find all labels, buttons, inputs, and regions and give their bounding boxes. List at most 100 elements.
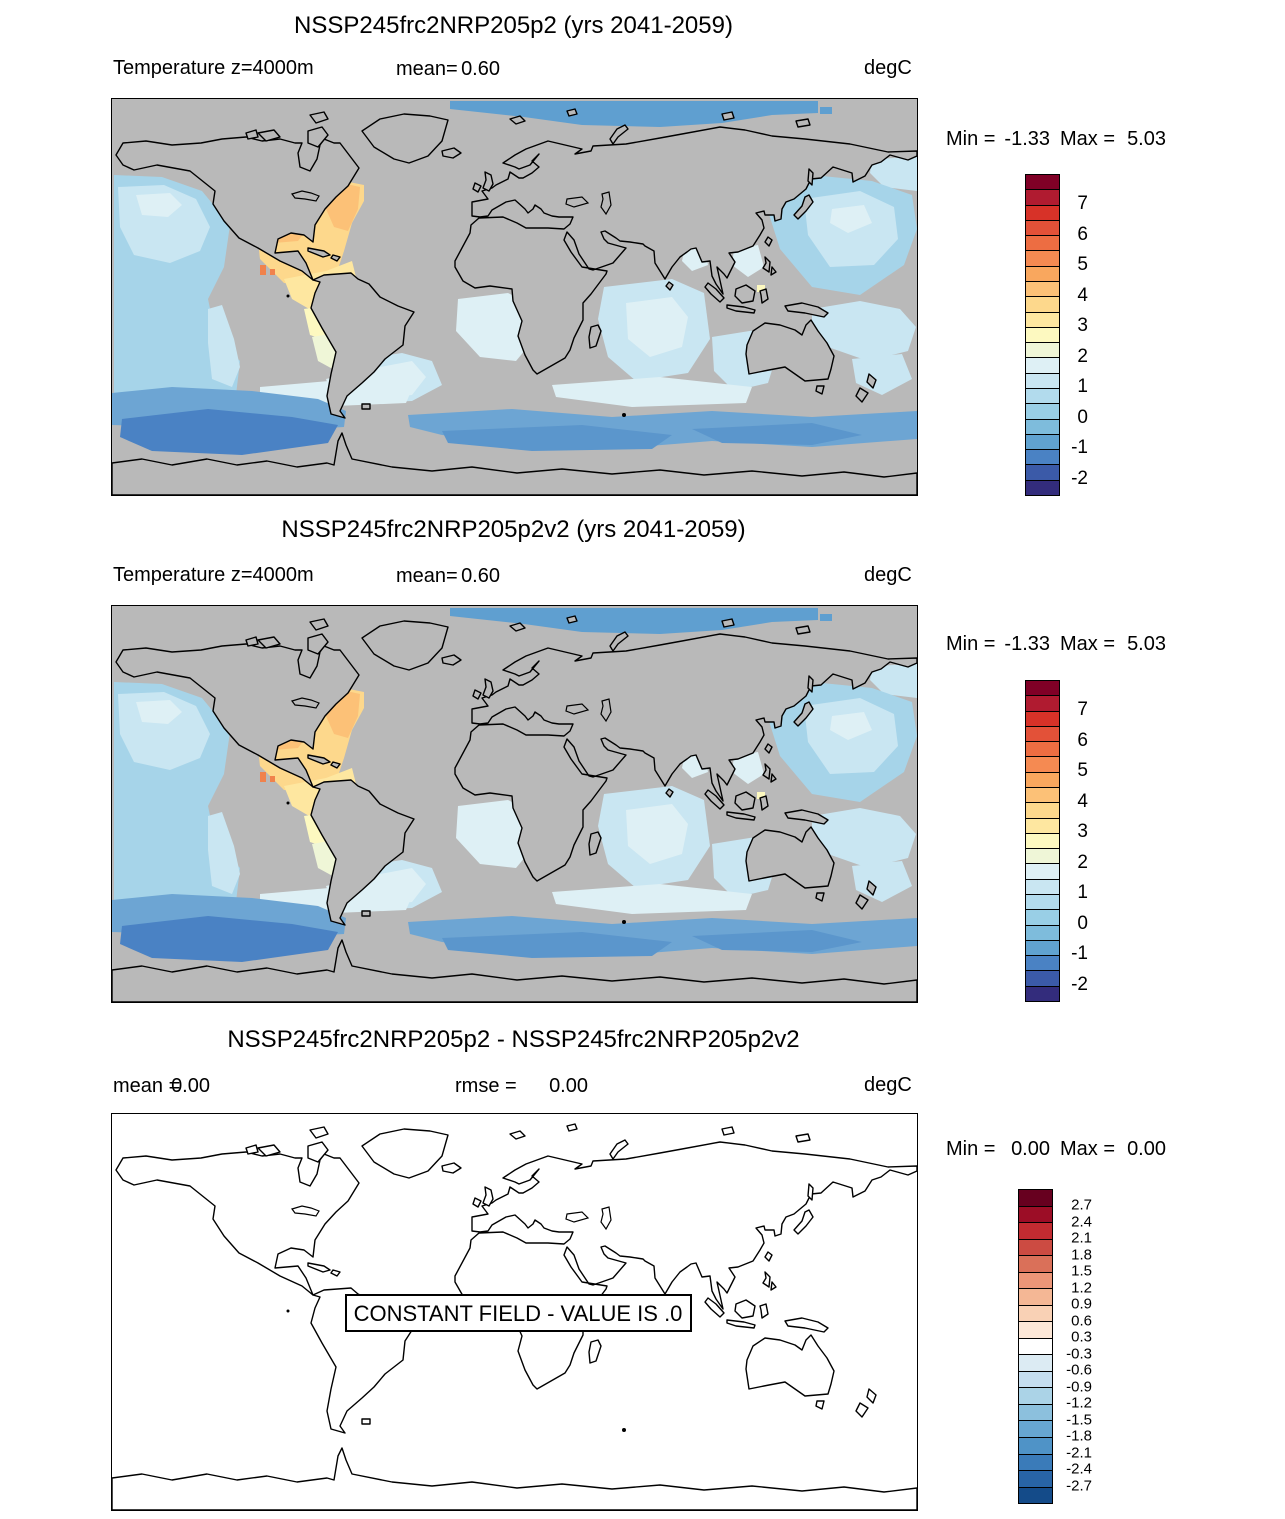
colorbar-segment — [1026, 756, 1059, 772]
panel2-title: NSSP245frc2NRP205p2v2 (yrs 2041-2059) — [281, 516, 746, 543]
panel3-max-value: 0.00 — [1127, 1138, 1166, 1160]
colorbar-segment — [1026, 848, 1059, 864]
panel1-min-value: -1.33 — [1004, 128, 1050, 150]
colorbar-segment — [1026, 681, 1059, 696]
colorbar-tick-label: -0.6 — [1066, 1361, 1092, 1379]
panel1-min-label: Min = — [946, 128, 996, 150]
colorbar-segment — [1026, 311, 1059, 327]
panel1-mean-label: mean= — [396, 58, 458, 80]
island-dot — [286, 801, 290, 805]
colorbar-tick-label: 5 — [1077, 254, 1088, 276]
colorbar-segment — [1026, 433, 1059, 450]
colorbar-segment — [1019, 1370, 1052, 1388]
colorbar-segment — [1026, 817, 1059, 833]
colorbar-segment — [1019, 1354, 1052, 1371]
colorbar-segment — [1026, 878, 1059, 894]
colorbar-tick-label: -0.9 — [1066, 1378, 1092, 1396]
colorbar-segment — [1026, 695, 1059, 711]
colorbar-tick-label: 0.3 — [1071, 1328, 1092, 1346]
colorbar-segment — [1019, 1321, 1052, 1338]
colorbar-tick-label: 2.4 — [1071, 1213, 1092, 1231]
colorbar-tick-label: -2.7 — [1066, 1477, 1092, 1495]
colorbar-tick-label: 3 — [1077, 821, 1088, 843]
colorbar-segment — [1026, 326, 1059, 343]
colorbar-tick-label: -2 — [1071, 467, 1088, 489]
island-dot — [622, 920, 626, 924]
colorbar-segment — [1026, 725, 1059, 742]
colorbar-segment — [1026, 235, 1059, 251]
colorbar-segment — [1019, 1387, 1052, 1404]
colorbar-segment — [1026, 802, 1059, 818]
colorbar-tick-label: -1.8 — [1066, 1427, 1092, 1445]
panel2-field-label: Temperature z=4000m — [113, 564, 314, 586]
panel2-max-value: 5.03 — [1127, 633, 1166, 655]
colorbar-segment — [1026, 771, 1059, 787]
panel2-max-label: Max = — [1060, 633, 1116, 655]
colorbar-segment — [1026, 250, 1059, 266]
colorbar-segment — [1019, 1337, 1052, 1355]
colorbar-tick-label: -1 — [1071, 437, 1088, 459]
constant-field-annotation: CONSTANT FIELD - VALUE IS .0 — [345, 1294, 692, 1332]
panel2-min-label: Min = — [946, 633, 996, 655]
colorbar-tick-label: -0.3 — [1066, 1345, 1092, 1363]
colorbar-segment — [1026, 479, 1059, 495]
colorbar-tick-label: -1.2 — [1066, 1394, 1092, 1412]
colorbar-segment — [1026, 786, 1059, 803]
panel1-field-label: Temperature z=4000m — [113, 57, 314, 79]
colorbar-segment — [1026, 204, 1059, 220]
colorbar-segment — [1026, 741, 1059, 757]
colorbar-tick-label: 4 — [1077, 790, 1088, 812]
colorbar-tick-label: 0 — [1077, 912, 1088, 934]
colorbar-segment — [1026, 970, 1059, 986]
colorbar-segment — [1019, 1486, 1052, 1504]
panel3-title: NSSP245frc2NRP205p2 - NSSP245frc2NRP205p… — [227, 1026, 800, 1053]
colorbar-segment — [1026, 924, 1059, 940]
panel2-map — [111, 605, 918, 1003]
colorbar-tick-label: 7 — [1077, 193, 1088, 215]
colorbar-segment — [1019, 1238, 1052, 1256]
panel1-mean-value: 0.60 — [461, 58, 500, 80]
colorbar-tick-label: 1 — [1077, 882, 1088, 904]
colorbar-segment — [1019, 1403, 1052, 1421]
lakes — [291, 697, 612, 723]
colorbar-segment — [1019, 1436, 1052, 1454]
colorbar-segment — [1026, 387, 1059, 404]
colorbar-segment — [1026, 955, 1059, 971]
colorbar-segment — [1026, 863, 1059, 879]
colorbar-segment — [1019, 1190, 1052, 1206]
panel2-colorbar — [1025, 680, 1060, 1002]
panel3-mean-value: 0.00 — [171, 1075, 210, 1097]
island-dot — [286, 1309, 290, 1313]
island-dot — [286, 294, 290, 298]
svg-text:CONSTANT FIELD - VALUE IS .0: CONSTANT FIELD - VALUE IS .0 — [354, 1301, 683, 1326]
colorbar-tick-label: 0.6 — [1071, 1312, 1092, 1330]
colorbar-tick-label: -1.5 — [1066, 1411, 1092, 1429]
colorbar-tick-label: 1 — [1077, 376, 1088, 398]
panel3-min-label: Min = — [946, 1138, 996, 1160]
island-dot — [622, 413, 626, 417]
colorbar-segment — [1019, 1255, 1052, 1272]
colorbar-segment — [1026, 219, 1059, 236]
colorbar-tick-label: -2.4 — [1066, 1460, 1092, 1478]
colorbar-tick-label: 2 — [1077, 851, 1088, 873]
colorbar-segment — [1026, 342, 1059, 358]
colorbar-segment — [1026, 265, 1059, 281]
panel1-unit-label: degC — [864, 57, 912, 79]
colorbar-segment — [1026, 710, 1059, 726]
panel1-max-value: 5.03 — [1127, 128, 1166, 150]
colorbar-tick-label: 3 — [1077, 315, 1088, 337]
colorbar-segment — [1026, 175, 1059, 190]
colorbar-segment — [1019, 1205, 1052, 1223]
panel3-unit-label: degC — [864, 1074, 912, 1096]
colorbar-segment — [1026, 985, 1059, 1001]
island-dot — [622, 1428, 626, 1432]
coastlines — [112, 615, 917, 1002]
lakes — [291, 1205, 612, 1231]
colorbar-segment — [1019, 1420, 1052, 1437]
colorbar-tick-label: -2 — [1071, 973, 1088, 995]
coastlines — [112, 108, 917, 495]
colorbar-segment — [1026, 357, 1059, 373]
colorbar-segment — [1026, 372, 1059, 388]
panel3-rmse-value: 0.00 — [549, 1075, 588, 1097]
